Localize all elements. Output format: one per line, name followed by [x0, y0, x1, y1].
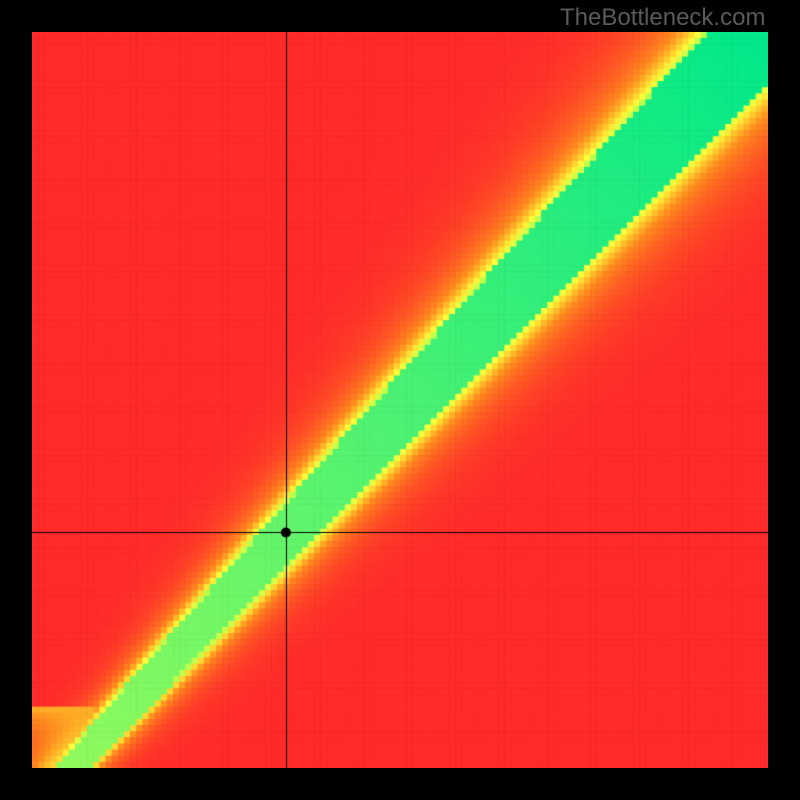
- attribution-text: TheBottleneck.com: [560, 4, 765, 32]
- bottleneck-heatmap: [32, 32, 768, 768]
